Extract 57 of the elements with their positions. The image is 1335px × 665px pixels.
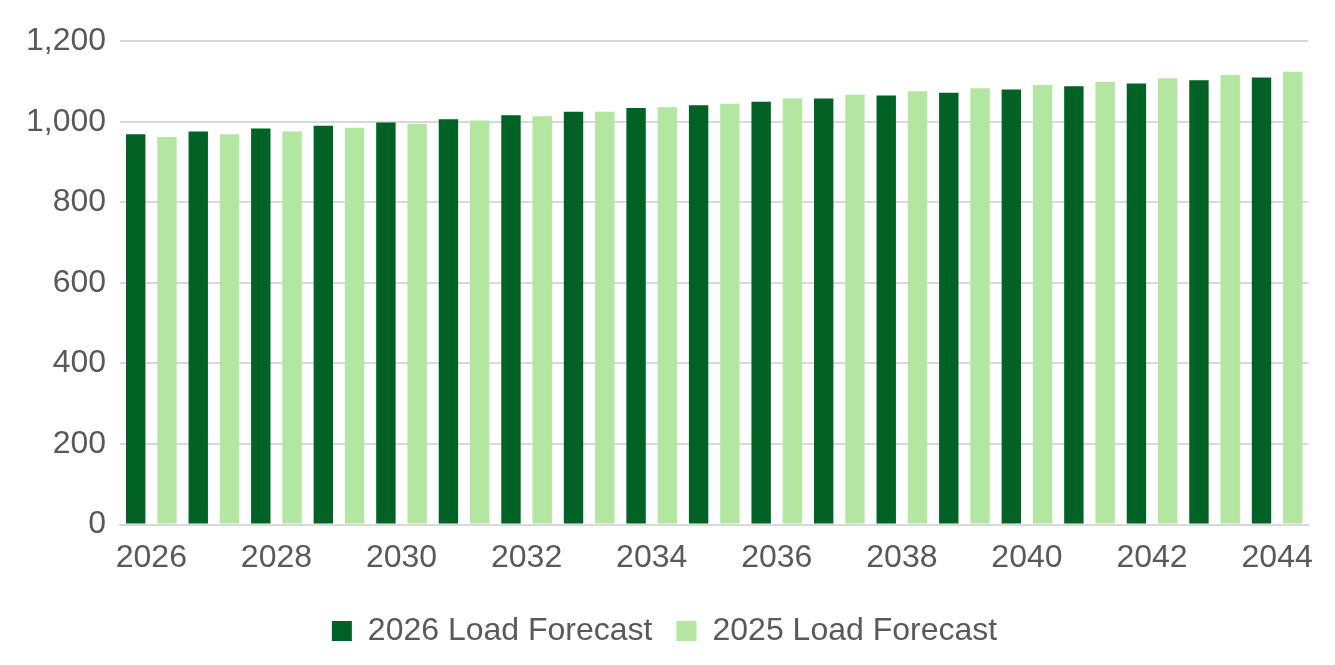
bar — [376, 122, 396, 524]
bar — [876, 95, 896, 524]
bar — [1283, 71, 1303, 524]
bar — [1251, 77, 1272, 524]
bar — [1189, 80, 1209, 524]
bar — [251, 128, 271, 524]
x-tick-label: 2044 — [1241, 537, 1313, 574]
bar — [626, 108, 646, 524]
y-tick-label: 1,200 — [26, 21, 107, 58]
bar — [501, 115, 521, 524]
x-tick-label: 2030 — [365, 537, 438, 574]
bar — [1158, 78, 1178, 524]
bar — [1220, 75, 1240, 524]
bar — [814, 98, 834, 524]
x-tick-label: 2038 — [866, 537, 938, 574]
bar — [126, 134, 146, 524]
bar — [751, 101, 771, 524]
bar — [720, 103, 740, 524]
x-tick-label: 2032 — [491, 537, 563, 574]
bar — [595, 111, 615, 524]
bar — [970, 88, 990, 524]
bar — [1064, 86, 1084, 524]
bar — [282, 131, 302, 524]
bar — [657, 107, 678, 524]
bar — [1126, 83, 1147, 524]
y-tick-label: 1,000 — [26, 101, 107, 138]
bar — [782, 98, 803, 524]
x-tick-label: 2042 — [1116, 537, 1188, 574]
legend-label: 2026 Load Forecast — [367, 610, 653, 647]
x-tick-label: 2028 — [240, 537, 313, 574]
x-tick-label: 2026 — [115, 537, 187, 574]
bar — [688, 105, 709, 524]
bar — [563, 111, 584, 524]
bar — [907, 91, 928, 524]
bar — [939, 92, 959, 524]
bar — [1001, 89, 1022, 524]
x-tick-label: 2034 — [616, 537, 688, 574]
bar — [845, 94, 865, 524]
bar — [344, 127, 365, 524]
y-tick-label: 200 — [52, 423, 107, 460]
y-tick-label: 0 — [88, 504, 107, 541]
y-tick-label: 800 — [52, 182, 107, 219]
bar — [219, 134, 240, 524]
bar — [1095, 81, 1115, 524]
bar — [470, 120, 490, 524]
y-tick-label: 400 — [52, 343, 107, 380]
x-tick-label: 2036 — [741, 537, 813, 574]
x-tick-label: 2040 — [991, 537, 1063, 574]
bar — [1032, 85, 1053, 524]
bar — [188, 131, 208, 524]
bar — [407, 123, 427, 524]
bar — [532, 116, 552, 524]
bar — [438, 119, 459, 524]
legend-label: 2025 Load Forecast — [712, 610, 998, 647]
bar — [313, 125, 334, 524]
y-tick-label: 600 — [52, 262, 107, 299]
bar — [157, 137, 177, 524]
